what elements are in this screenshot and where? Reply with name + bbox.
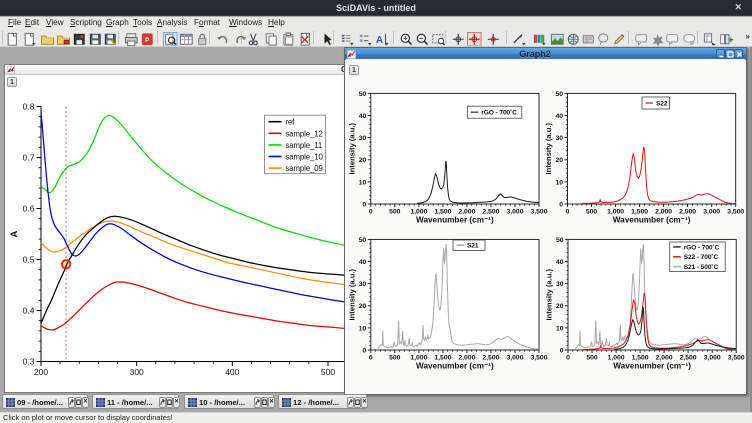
svg-text:0: 0 bbox=[363, 201, 367, 208]
svg-text:1,500: 1,500 bbox=[434, 209, 451, 216]
svg-text:400: 400 bbox=[225, 367, 239, 377]
svg-text:0: 0 bbox=[560, 347, 564, 354]
svg-text:500: 500 bbox=[389, 355, 401, 362]
svg-text:1,500: 1,500 bbox=[631, 209, 648, 216]
svg-text:Wavenumber (cm⁻¹): Wavenumber (cm⁻¹) bbox=[613, 216, 691, 225]
svg-text:3,500: 3,500 bbox=[530, 355, 547, 362]
svg-text:10: 10 bbox=[359, 179, 367, 186]
svg-text:Wavenumber (cm⁻¹): Wavenumber (cm⁻¹) bbox=[416, 362, 494, 371]
svg-text:3,500: 3,500 bbox=[530, 209, 547, 216]
svg-text:0.5: 0.5 bbox=[23, 255, 35, 265]
svg-text:0: 0 bbox=[566, 209, 570, 216]
svg-text:Intensity (a.u.): Intensity (a.u.) bbox=[545, 268, 554, 320]
svg-text:sample_11: sample_11 bbox=[286, 141, 323, 150]
svg-text:S22: S22 bbox=[656, 100, 668, 107]
svg-text:30: 30 bbox=[359, 281, 367, 288]
svg-text:Intensity (a.u.): Intensity (a.u.) bbox=[347, 122, 356, 174]
svg-text:2,500: 2,500 bbox=[482, 355, 499, 362]
svg-text:500: 500 bbox=[586, 209, 598, 216]
svg-text:0: 0 bbox=[369, 209, 373, 216]
svg-text:40: 40 bbox=[555, 113, 563, 120]
svg-text:10: 10 bbox=[359, 325, 367, 332]
svg-text:rGO - 700˚C: rGO - 700˚C bbox=[684, 243, 720, 251]
svg-text:0: 0 bbox=[363, 347, 367, 354]
svg-text:0: 0 bbox=[559, 201, 563, 208]
svg-text:2,000: 2,000 bbox=[458, 355, 475, 362]
svg-text:S21: S21 bbox=[467, 243, 479, 250]
svg-text:3,000: 3,000 bbox=[703, 209, 720, 216]
svg-text:sample_09: sample_09 bbox=[286, 164, 323, 173]
svg-text:0.7: 0.7 bbox=[23, 153, 35, 163]
svg-text:0.3: 0.3 bbox=[23, 357, 35, 367]
svg-text:30: 30 bbox=[555, 135, 563, 142]
svg-text:1,500: 1,500 bbox=[632, 355, 649, 362]
svg-text:50: 50 bbox=[555, 91, 563, 98]
svg-text:1,000: 1,000 bbox=[607, 209, 624, 216]
svg-text:2,000: 2,000 bbox=[655, 209, 672, 216]
svg-text:3,000: 3,000 bbox=[506, 355, 523, 362]
svg-text:Wavenumber (cm⁻¹): Wavenumber (cm⁻¹) bbox=[613, 362, 691, 371]
svg-text:40: 40 bbox=[359, 113, 367, 120]
svg-text:S21 - 500˚C: S21 - 500˚C bbox=[684, 263, 719, 271]
svg-text:500: 500 bbox=[586, 355, 598, 362]
svg-text:1,000: 1,000 bbox=[410, 209, 427, 216]
svg-text:200: 200 bbox=[34, 367, 48, 377]
svg-text:A: A bbox=[9, 230, 20, 237]
svg-text:500: 500 bbox=[321, 367, 335, 377]
svg-text:50: 50 bbox=[359, 91, 367, 98]
svg-text:30: 30 bbox=[556, 281, 564, 288]
svg-text:0: 0 bbox=[566, 355, 570, 362]
svg-text:10: 10 bbox=[556, 325, 564, 332]
svg-text:20: 20 bbox=[359, 303, 367, 310]
svg-text:Wavenumber (cm⁻¹): Wavenumber (cm⁻¹) bbox=[416, 216, 494, 225]
svg-text:3,000: 3,000 bbox=[506, 209, 523, 216]
svg-text:Intensity (a.u.): Intensity (a.u.) bbox=[347, 268, 356, 320]
svg-text:20: 20 bbox=[359, 157, 367, 164]
svg-text:S22 - 700˚C: S22 - 700˚C bbox=[684, 253, 719, 261]
svg-text:1,500: 1,500 bbox=[434, 355, 451, 362]
svg-text:0: 0 bbox=[369, 355, 373, 362]
svg-text:A: A bbox=[376, 34, 383, 45]
svg-text:20: 20 bbox=[555, 157, 563, 164]
svg-text:3,000: 3,000 bbox=[704, 355, 721, 362]
svg-text:50: 50 bbox=[359, 237, 367, 244]
svg-text:1,000: 1,000 bbox=[608, 355, 625, 362]
svg-text:40: 40 bbox=[359, 259, 367, 266]
svg-text:ref: ref bbox=[286, 118, 296, 127]
svg-text:500: 500 bbox=[389, 209, 401, 216]
svg-text:30: 30 bbox=[359, 135, 367, 142]
svg-text:sample_12: sample_12 bbox=[286, 129, 323, 138]
svg-text:50: 50 bbox=[556, 237, 564, 244]
svg-text:2,500: 2,500 bbox=[679, 209, 696, 216]
svg-text:2,500: 2,500 bbox=[680, 355, 697, 362]
svg-text:20: 20 bbox=[556, 303, 564, 310]
svg-text:2,500: 2,500 bbox=[482, 209, 499, 216]
svg-text:3,500: 3,500 bbox=[727, 209, 744, 216]
svg-text:2,000: 2,000 bbox=[656, 355, 673, 362]
svg-text:0.6: 0.6 bbox=[23, 204, 35, 214]
svg-text:0.8: 0.8 bbox=[23, 102, 35, 112]
svg-text:P: P bbox=[145, 36, 149, 43]
svg-text:sample_10: sample_10 bbox=[286, 153, 324, 162]
svg-text:3,500: 3,500 bbox=[728, 355, 745, 362]
svg-text:1,000: 1,000 bbox=[410, 355, 427, 362]
svg-text:Intensity (a.u.): Intensity (a.u.) bbox=[544, 122, 553, 174]
svg-text:40: 40 bbox=[556, 259, 564, 266]
svg-text:10: 10 bbox=[555, 179, 563, 186]
svg-text:rGO - 700˚C: rGO - 700˚C bbox=[481, 109, 517, 117]
svg-text:300: 300 bbox=[130, 367, 144, 377]
svg-text:0.4: 0.4 bbox=[23, 306, 35, 316]
svg-text:2,000: 2,000 bbox=[458, 209, 475, 216]
